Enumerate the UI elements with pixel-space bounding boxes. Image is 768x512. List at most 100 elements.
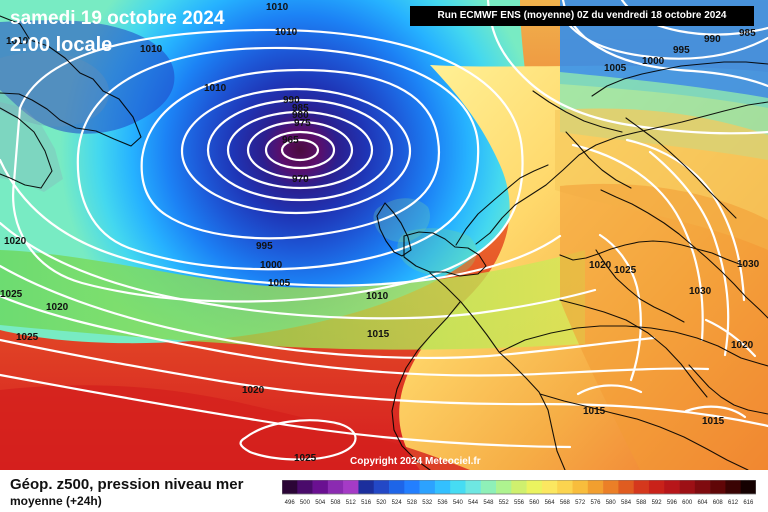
colorbar-tick-label: 580 [606,500,617,506]
colorbar-swatch [572,480,589,494]
isobar-label: 995 [673,45,690,56]
isobar-label: 1020 [46,302,69,313]
colorbar-swatch [725,480,742,494]
colorbar-tick-label: 604 [697,500,708,506]
colorbar-tick-label: 564 [545,500,556,506]
colorbar-swatch [618,480,634,494]
colorbar-swatch [327,480,344,494]
isobar-label: 1025 [16,332,39,343]
copyright-text: Copyright 2024 Meteociel.fr [350,456,481,467]
isobar-label: 965 [282,135,299,146]
colorbar-tick-label: 504 [315,500,326,506]
isobar-label: 1000 [642,56,665,67]
colorbar-tick-label: 544 [468,500,479,506]
isobar-label: 1010 [6,36,29,47]
colorbar-tick-label: 592 [652,500,663,506]
colorbar-tick-label: 548 [483,500,494,506]
colorbar-tick-label: 608 [713,500,724,506]
colorbar-swatch [541,480,558,494]
colorbar-tick-label: 612 [728,500,739,506]
colorbar-swatch [557,480,573,494]
isobar-label: 990 [283,95,300,106]
isobar-label: 1030 [689,286,712,297]
isobar-label: 1015 [702,416,725,427]
map-canvas: 1010 1010 1010 1010 1010 990 985 980 975… [0,0,768,470]
colorbar-swatch [694,480,711,494]
colorbar-tick-label: 596 [667,500,678,506]
legend-bar: Géop. z500, pression niveau mer moyenne … [0,470,768,512]
colorbar-tick-label: 552 [499,500,510,506]
isobar-label: 980 [292,110,309,121]
colorbar-tick-label: 560 [529,500,540,506]
colorbar-swatch [312,480,329,494]
colorbar-swatch [389,480,405,494]
colorbar-swatch [297,480,313,494]
colorbar-swatch [434,480,451,494]
colorbar-tick-label: 500 [300,500,311,506]
colorbar-tick-label: 528 [407,500,418,506]
colorbar-swatch [450,480,466,494]
colorbar-swatch [740,480,756,494]
isobar-label: 1010 [266,2,289,13]
colorbar-swatch [648,480,665,494]
colorbar-tick-label: 584 [621,500,632,506]
colorbar-tick-label: 536 [438,500,449,506]
colorbar-swatch [404,480,420,494]
colorbar-tick-label: 540 [453,500,464,506]
colorbar-tick-label: 568 [560,500,571,506]
colorbar-tick-label: 532 [422,500,433,506]
colorbar-swatch [664,480,680,494]
colorbar-tick-label: 576 [590,500,601,506]
forecast-time: 2:00 locale [10,34,113,56]
colorbar-svg: 496 500 504 508 512 516 520 524 528 532 536 540 544 5… [282,480,756,506]
weather-map: 1010 1010 1010 1010 1010 990 985 980 975… [0,0,768,470]
isobar-label: 1020 [4,236,27,247]
colorbar-swatch [419,480,436,494]
colorbar-tick-label: 556 [514,500,525,506]
forecast-date: samedi 19 octobre 2024 [10,8,225,29]
isobar-label: 995 [256,241,273,252]
isobar-label: 1025 [0,289,23,300]
isobar-label: 1005 [604,63,627,74]
colorbar-tick-label: 588 [636,500,647,506]
legend-subtitle: moyenne (+24h) [10,494,102,508]
colorbar-swatch [587,480,604,494]
isobar-label: 1020 [731,340,754,351]
isobar-label: 970 [292,174,309,185]
isobar-label: 985 [739,28,756,39]
isobar-label: 1000 [260,260,283,271]
colorbar-tick-label: 516 [361,500,372,506]
colorbar-swatch [603,480,619,494]
colorbar-tick-label: 572 [575,500,586,506]
isobar-label: 975 [294,118,311,129]
isobar-label: 1015 [583,406,606,417]
isobar-label: 1030 [737,259,760,270]
legend-title: Géop. z500, pression niveau mer [10,476,244,493]
colorbar-swatch [282,480,298,494]
colorbar-tick-label: 496 [285,500,296,506]
isobar-label: 1025 [294,453,317,464]
colorbar-tick-label: 524 [392,500,403,506]
model-run-banner: Run ECMWF ENS (moyenne) 0Z du vendredi 1… [410,6,754,26]
colorbar-swatch [496,480,512,494]
isobar-label: 1010 [275,27,298,38]
isobar-label: 1010 [204,83,227,94]
isobar-label: 1010 [366,291,389,302]
colorbar-tick-label: 512 [346,500,357,506]
isobar-label: 1010 [140,44,163,55]
colorbar-swatch [480,480,497,494]
colorbar-tick-label: 520 [376,500,387,506]
colorbar-swatch [343,480,359,494]
colorbar-swatch [465,480,482,494]
colorbar-swatch [633,480,650,494]
isobar-label: 1005 [268,278,291,289]
colorbar-swatch [526,480,543,494]
colorbar-swatch [710,480,726,494]
isobar-label: 1020 [589,260,612,271]
colorbar-swatch [679,480,696,494]
isobar-label: 985 [292,103,309,114]
colorbar-tick-label: 600 [682,500,693,506]
isobar-label: 1025 [614,265,637,276]
colorbar-tick-label: 508 [331,500,342,506]
geopotential-colorbar: 496 500 504 508 512 516 520 524 528 532 536 540 544 5… [282,480,756,508]
